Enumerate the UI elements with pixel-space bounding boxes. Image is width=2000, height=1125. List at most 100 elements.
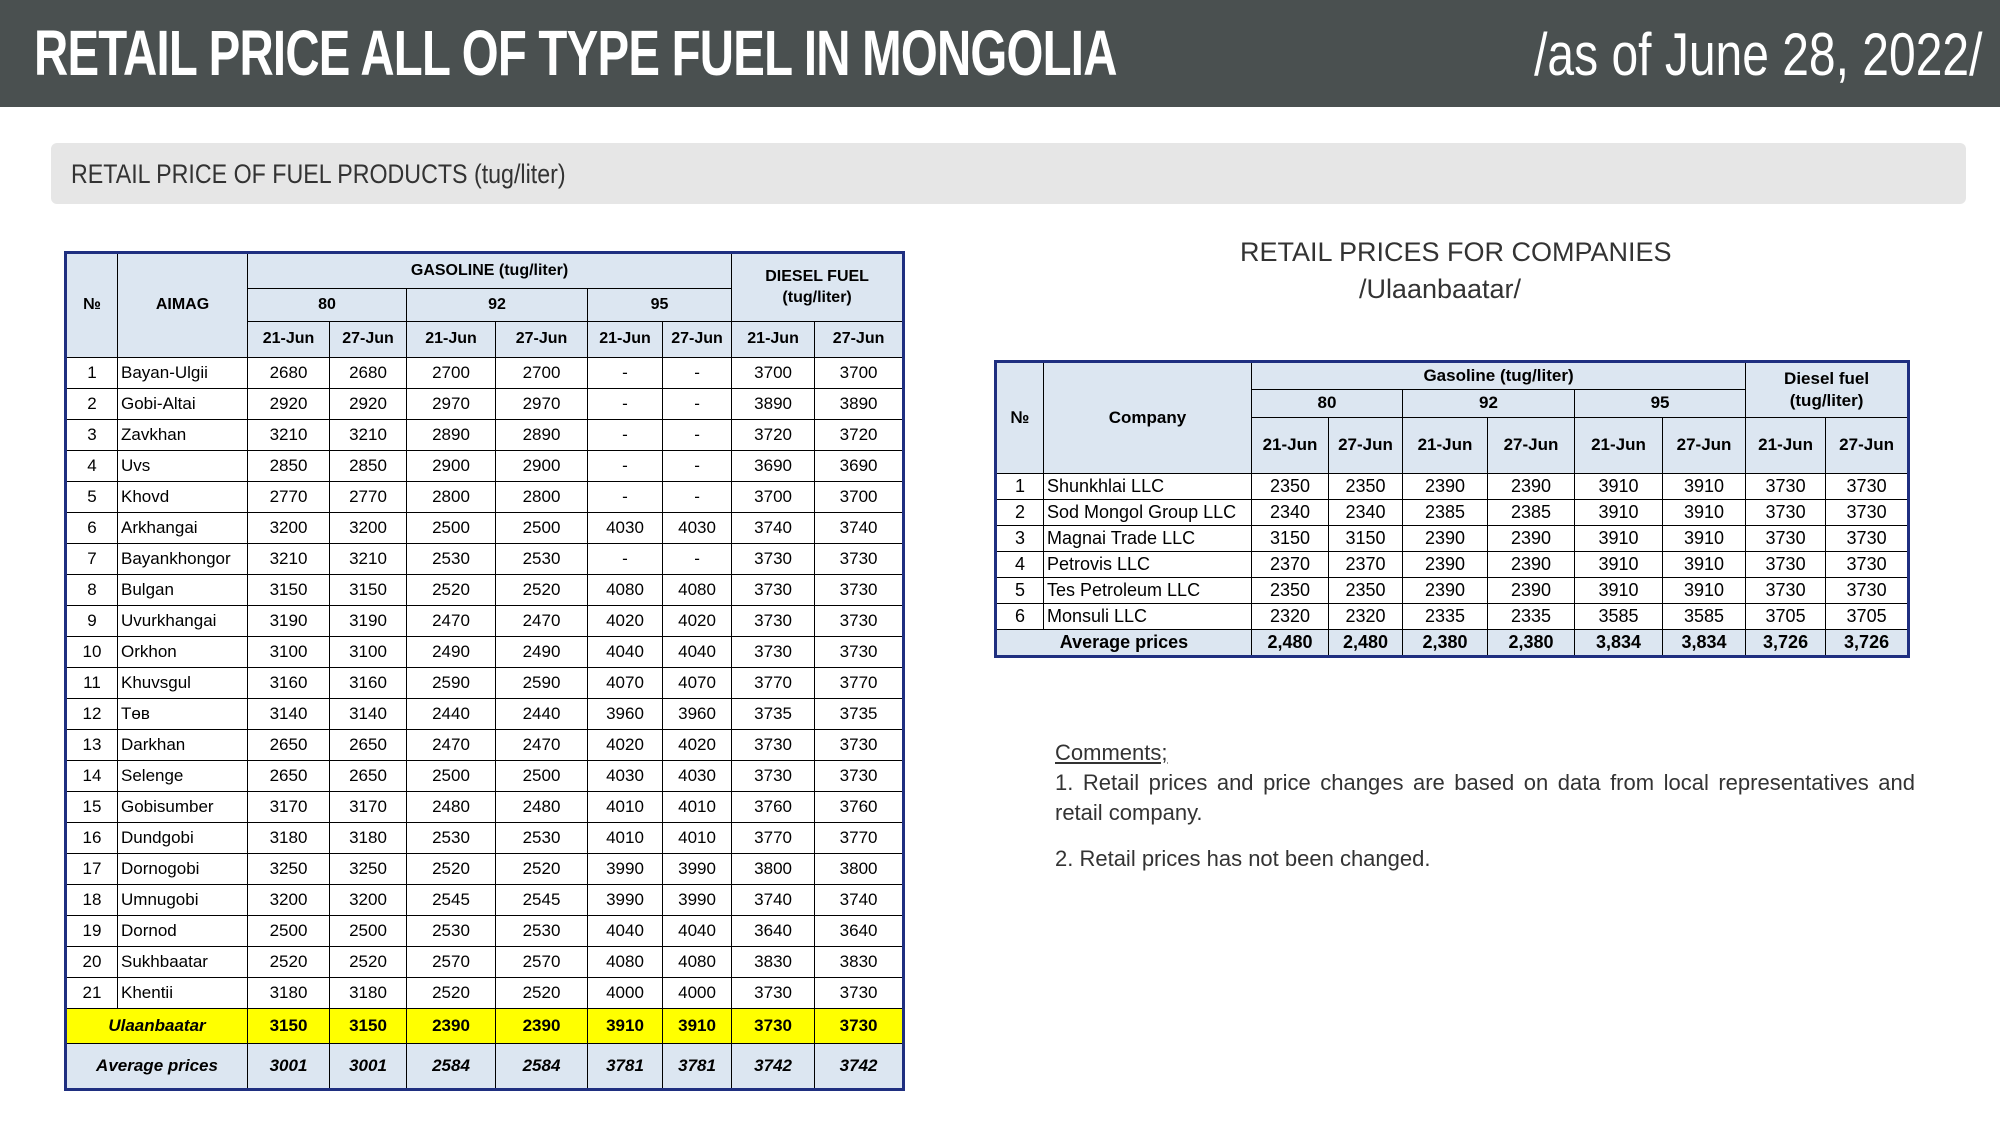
price-cell: 2500	[495, 512, 588, 544]
price-cell: 3200	[329, 512, 407, 544]
price-cell: 3910	[1574, 577, 1663, 604]
price-cell: 3990	[587, 853, 663, 885]
price-cell: 3150	[1251, 525, 1329, 552]
data-row: 5 Tes Petroleum LLC 2350 2350 2390 2390 3910 39…	[995, 577, 1910, 604]
row-number: 20	[65, 946, 118, 978]
price-cell: 2530	[495, 915, 588, 947]
row-name: Selenge	[117, 760, 248, 792]
page-date: /as of June 28, 2022/	[1533, 21, 1982, 88]
price-cell: 3180	[329, 977, 407, 1009]
price-cell: 4010	[661, 791, 733, 823]
row-number: 7	[65, 543, 118, 575]
summary-value: 3730	[814, 1008, 905, 1044]
price-cell: -	[661, 357, 733, 389]
price-cell: 4080	[661, 946, 733, 978]
price-cell: -	[587, 419, 663, 451]
price-cell: -	[661, 388, 733, 420]
price-cell: 3990	[661, 884, 733, 916]
price-cell: 2520	[247, 946, 330, 978]
price-cell: 3730	[1825, 577, 1910, 604]
price-cell: 4010	[661, 822, 733, 854]
price-cell: 3730	[731, 760, 816, 792]
row-number: 6	[995, 603, 1044, 630]
summary-value: 2,480	[1251, 629, 1329, 657]
summary-value: 2,380	[1487, 629, 1575, 657]
price-cell: 2700	[495, 357, 588, 389]
summary-value: 3742	[731, 1043, 816, 1090]
price-cell: 2390	[1487, 551, 1575, 578]
price-cell: 2530	[406, 822, 496, 854]
price-cell: 2370	[1251, 551, 1329, 578]
price-cell: 2500	[495, 760, 588, 792]
price-cell: 4010	[587, 791, 663, 823]
column-header: Company	[1043, 361, 1252, 474]
price-cell: 3730	[814, 760, 905, 792]
price-cell: 2530	[495, 822, 588, 854]
row-number: 3	[995, 525, 1044, 552]
data-row: 11 Khuvsgul 3160 3160 2590 2590 4070 4070 3770 37…	[65, 667, 905, 699]
price-cell: 2590	[495, 667, 588, 699]
row-number: 8	[65, 574, 118, 606]
price-cell: 2320	[1251, 603, 1329, 630]
price-cell: 2390	[1487, 473, 1575, 500]
price-cell: 2340	[1251, 499, 1329, 526]
price-cell: 3210	[247, 543, 330, 575]
price-cell: 3730	[814, 636, 905, 668]
comments: Comments; 1. Retail prices and price cha…	[1055, 738, 1915, 890]
summary-value: 3781	[587, 1043, 663, 1090]
price-cell: 3100	[247, 636, 330, 668]
data-row: 13 Darkhan 2650 2650 2470 2470 4020 4020 3730 373…	[65, 729, 905, 761]
price-cell: 3730	[814, 574, 905, 606]
price-cell: 3100	[329, 636, 407, 668]
price-cell: 4010	[587, 822, 663, 854]
row-number: 4	[995, 551, 1044, 578]
row-name: Petrovis LLC	[1043, 551, 1252, 578]
price-cell: 2350	[1328, 577, 1403, 604]
price-cell: 4030	[587, 512, 663, 544]
price-cell: 3140	[329, 698, 407, 730]
row-number: 18	[65, 884, 118, 916]
data-row: 12 Төв 3140 3140 2440 2440 3960 3960 3735 3735	[65, 698, 905, 730]
price-cell: 4080	[587, 946, 663, 978]
price-cell: 3640	[814, 915, 905, 947]
summary-value: 2584	[495, 1043, 588, 1090]
price-cell: 2520	[406, 977, 496, 1009]
summary-value: 2390	[495, 1008, 588, 1044]
row-number: 1	[65, 357, 118, 389]
comments-title: Comments;	[1055, 740, 1168, 765]
price-cell: 3770	[731, 667, 816, 699]
price-cell: 3250	[329, 853, 407, 885]
column-header: GASOLINE (tug/liter)	[246, 252, 733, 289]
header-row: № AIMAG GASOLINE (tug/liter) DIESEL FUEL (t…	[65, 252, 905, 358]
summary-value: 3001	[329, 1043, 407, 1090]
price-cell: 3200	[329, 884, 407, 916]
price-cell: 2320	[1328, 603, 1403, 630]
price-cell: -	[661, 419, 733, 451]
price-cell: 3730	[1745, 577, 1827, 604]
price-cell: 2470	[495, 729, 588, 761]
price-cell: 2500	[247, 915, 330, 947]
data-row: 3 Zavkhan 3210 3210 2890 2890- -3720 3720	[65, 419, 905, 451]
price-cell: 3210	[247, 419, 330, 451]
price-cell: 2520	[495, 977, 588, 1009]
data-row: 9 Uvurkhangai 3190 3190 2470 2470 4020 4020 3730…	[65, 605, 905, 637]
price-cell: 3180	[247, 822, 330, 854]
data-row: 6 Monsuli LLC 2320 2320 2335 2335 3585 3585 3705…	[995, 603, 1910, 630]
row-number: 4	[65, 450, 118, 482]
price-cell: 3730	[1745, 551, 1827, 578]
date-header: 27-Jun	[1825, 417, 1910, 474]
header-row: 80 92 95	[996, 389, 1909, 418]
date-header: 21-Jun	[731, 321, 816, 358]
row-name: Zavkhan	[117, 419, 248, 451]
price-cell: 4020	[587, 729, 663, 761]
company-table: № Company Gasoline (tug/liter) Diesel fuel …	[994, 360, 1911, 658]
price-cell: 2500	[406, 512, 496, 544]
price-cell: 3705	[1745, 603, 1827, 630]
price-cell: 2850	[329, 450, 407, 482]
price-cell: 2570	[495, 946, 588, 978]
header-row: 21-Jun 27-Jun 21-Jun 27-Jun 21-Jun 27-Jun 21-J…	[996, 417, 1910, 474]
date-header: 27-Jun	[1661, 417, 1747, 474]
price-cell: 2970	[406, 388, 496, 420]
price-cell: 3585	[1661, 603, 1747, 630]
